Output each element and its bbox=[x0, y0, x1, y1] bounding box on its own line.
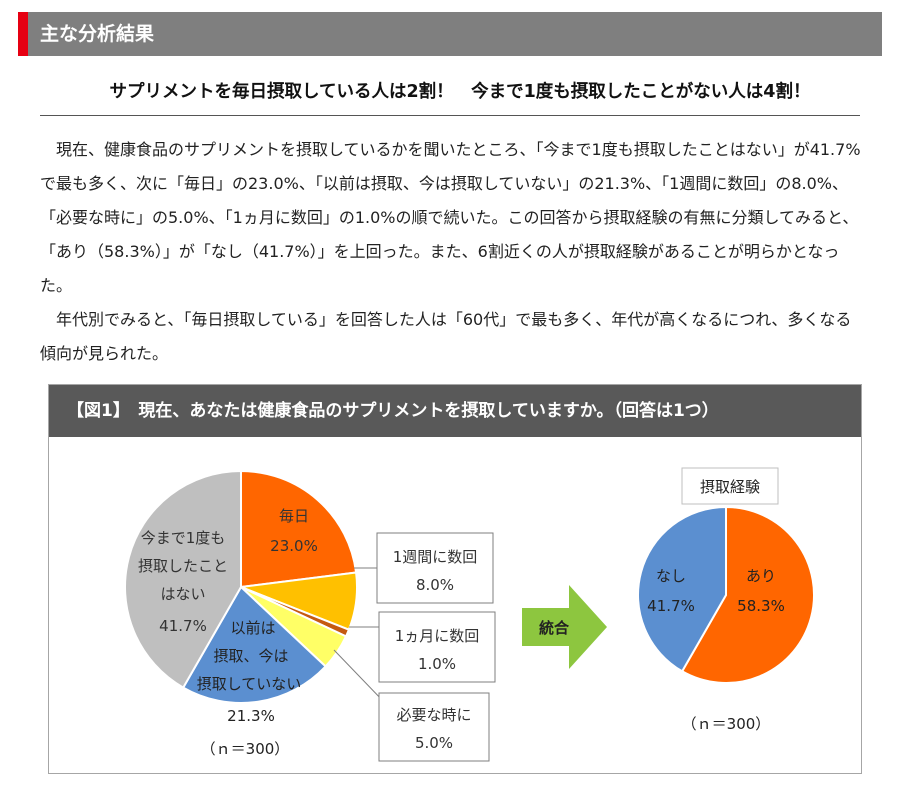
merge-label: 統合 bbox=[539, 619, 570, 637]
main-pie-slice-5 bbox=[124, 469, 242, 689]
figure-charts-svg: 1週間に数回 8.0% 1ヵ月に数回 1.0% 必要な時に 5.0% 毎日 23… bbox=[124, 467, 816, 762]
callout-box-monthly bbox=[378, 611, 496, 683]
n-label-main: （ｎ＝300） bbox=[201, 740, 290, 758]
slice-label-former-line-3: 摂取していない bbox=[197, 675, 302, 693]
slice-label-never-line-1: 今まで1度も bbox=[141, 529, 226, 547]
headline: サプリメントを毎日摂取している人は2割！ 今まで1度も摂取したことがない人は4割… bbox=[109, 82, 811, 102]
figure-title: 【図1】 現在、あなたは健康食品のサプリメントを摂取していますか。（回答は1つ） bbox=[49, 385, 861, 437]
body-paragraph-2: 年代別でみると、「毎日摂取している」を回答した人は「60代」で最も多く、年代が高… bbox=[40, 310, 852, 363]
slice-value-daily: 23.0% bbox=[270, 537, 318, 555]
slice-label-never-line-3: はない bbox=[160, 585, 205, 603]
experience-pie-slice-1 bbox=[637, 505, 727, 673]
slice-value-as-needed: 5.0% bbox=[415, 734, 453, 752]
slice-label-as-needed: 必要な時に bbox=[396, 706, 471, 724]
section-header: 主な分析結果 bbox=[18, 12, 882, 56]
slice-label-yes: あり bbox=[746, 567, 776, 585]
slice-value-yes: 58.3% bbox=[737, 597, 785, 615]
slice-value-no: 41.7% bbox=[647, 597, 695, 615]
main-pie-slice-4 bbox=[181, 585, 327, 705]
experience-pie-slice-0 bbox=[680, 505, 816, 684]
experience-title: 摂取経験 bbox=[700, 478, 760, 496]
pie-chart-experience bbox=[637, 505, 816, 684]
experience-title-box bbox=[681, 467, 779, 505]
slice-value-never: 41.7% bbox=[159, 617, 207, 635]
body-paragraph-1: 現在、健康食品のサプリメントを摂取しているかを聞いたところ、「今まで1度も摂取し… bbox=[40, 140, 861, 295]
callout-line-as-needed bbox=[333, 649, 386, 704]
slice-value-monthly: 1.0% bbox=[418, 655, 456, 673]
slice-label-never-line-2: 摂取したこと bbox=[138, 557, 228, 575]
figure-box: 【図1】 現在、あなたは健康食品のサプリメントを摂取していますか。（回答は1つ）… bbox=[48, 384, 862, 774]
slice-label-daily: 毎日 bbox=[279, 507, 309, 525]
section-accent-bar bbox=[18, 12, 28, 56]
headline-divider bbox=[40, 115, 860, 116]
slice-label-weekly: 1週間に数回 bbox=[393, 548, 478, 566]
slice-value-former: 21.3% bbox=[227, 707, 275, 725]
callout-box-as-needed bbox=[378, 692, 490, 762]
slice-label-former-line-2: 摂取、今は bbox=[213, 647, 288, 665]
slice-label-no: なし bbox=[656, 567, 686, 585]
n-label-experience: （ｎ＝300） bbox=[682, 715, 771, 733]
slice-label-monthly: 1ヵ月に数回 bbox=[395, 627, 480, 645]
slice-value-weekly: 8.0% bbox=[416, 576, 454, 594]
callout-box-weekly bbox=[376, 532, 494, 604]
section-title: 主な分析結果 bbox=[40, 23, 155, 45]
merge-arrow bbox=[522, 585, 607, 669]
body-text: 現在、健康食品のサプリメントを摂取しているかを聞いたところ、「今まで1度も摂取し… bbox=[40, 133, 865, 371]
slice-label-former-line-1: 以前は bbox=[230, 619, 275, 637]
main-pie-slice-0 bbox=[240, 469, 358, 589]
pie-chart-main bbox=[124, 469, 358, 705]
